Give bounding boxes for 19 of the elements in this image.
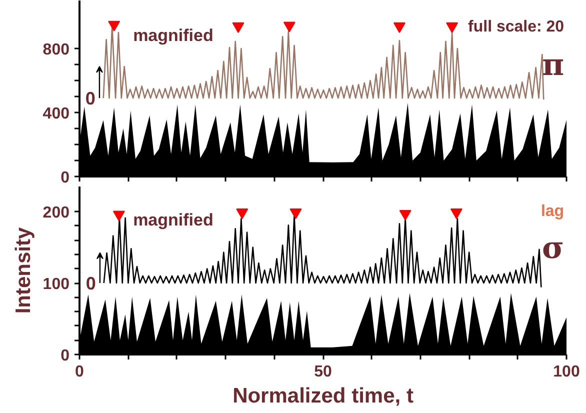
y-tick-label: 0 — [60, 348, 70, 364]
x-axis-title: Normalized time, t — [232, 384, 414, 408]
annotation: σ — [542, 231, 564, 266]
y-tick-label: 100 — [42, 276, 70, 294]
annotation: full scale: 20 — [468, 18, 564, 36]
annotation: magnified — [133, 26, 214, 46]
x-tick-label: 50 — [314, 364, 332, 380]
x-tick-label: 0 — [75, 364, 84, 380]
annotation: 0 — [85, 88, 96, 109]
annotation: 0 — [86, 274, 96, 294]
annotation: π — [542, 48, 564, 84]
y-tick-label: 0 — [60, 170, 70, 186]
y-tick-label: 800 — [42, 42, 70, 58]
y-tick-label: 200 — [42, 204, 70, 222]
y-tick-label: 400 — [42, 106, 70, 122]
annotation: lag — [540, 203, 564, 220]
x-tick-label: 100 — [553, 364, 580, 380]
annotation: magnified — [133, 210, 214, 230]
y-axis-title: Intensity — [12, 227, 35, 314]
